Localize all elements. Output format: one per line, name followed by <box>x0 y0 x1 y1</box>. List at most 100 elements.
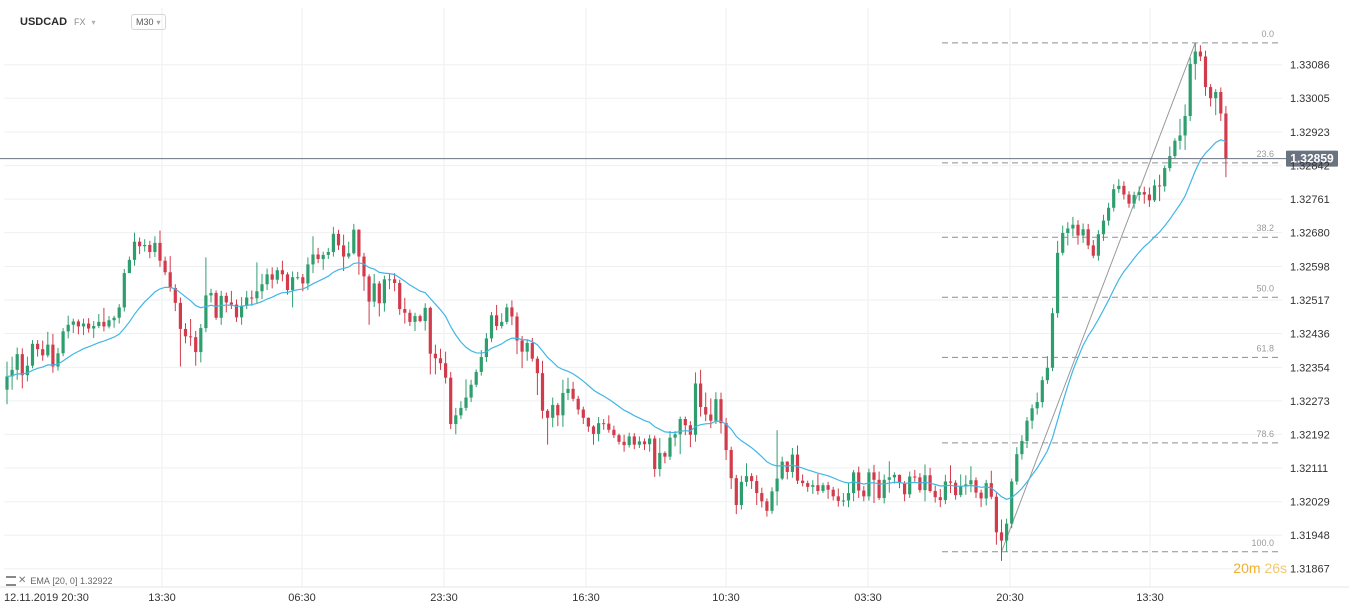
candle-body <box>428 307 432 354</box>
candle <box>474 369 478 388</box>
candle-body <box>535 358 539 374</box>
candle-body <box>546 410 550 418</box>
time-tick-label: 10:30 <box>712 592 740 604</box>
candle <box>739 475 743 510</box>
price-tick-label: 1.31867 <box>1290 564 1330 576</box>
candle <box>92 321 96 339</box>
candle-body <box>1132 194 1136 204</box>
symbol-label[interactable]: USDCAD <box>20 16 68 28</box>
candle-body <box>148 244 152 253</box>
indicator-label: EMA <box>30 575 50 586</box>
price-tick-label: 1.32029 <box>1290 497 1330 509</box>
candle <box>831 486 835 501</box>
candle-body <box>530 342 534 359</box>
market-selector[interactable]: FX ▾ <box>74 14 96 30</box>
candle-body <box>663 452 667 457</box>
candle <box>571 381 575 402</box>
candle <box>750 473 754 489</box>
candle <box>444 351 448 384</box>
candle-body <box>393 279 397 284</box>
candle <box>627 432 631 448</box>
candle <box>479 349 483 376</box>
candle-body <box>1056 252 1060 314</box>
candle-body <box>87 323 91 329</box>
candle <box>1219 87 1223 121</box>
candle-body <box>790 454 794 472</box>
current-price-label: 1.32859 <box>1290 152 1334 166</box>
price-axis[interactable]: 1.33086 1.33005 1.32923 1.32842 1.32761 1.326… <box>1290 60 1330 576</box>
candle <box>1025 416 1029 448</box>
candle <box>867 468 871 501</box>
candle-body <box>1112 189 1116 208</box>
candle <box>224 292 228 313</box>
candle <box>1117 179 1121 193</box>
candle-body <box>1152 185 1157 201</box>
candle <box>1224 106 1228 178</box>
time-tick-label: 13:30 <box>1136 592 1164 604</box>
candle <box>367 274 371 325</box>
candle <box>433 344 437 375</box>
price-tick-label: 1.32598 <box>1290 261 1330 273</box>
time-tick-label: 23:30 <box>430 592 458 604</box>
close-icon[interactable]: ✕ <box>18 575 27 586</box>
candle <box>316 247 320 264</box>
candle <box>342 234 346 272</box>
candle <box>178 297 182 367</box>
indicator-params: [20, 0] <box>52 575 78 586</box>
indicator-value: 1.32922 <box>79 575 113 586</box>
time-tick-label: 06:30 <box>288 592 316 604</box>
candle <box>642 438 647 451</box>
candle <box>811 480 815 494</box>
candle <box>423 303 427 331</box>
candle <box>138 237 142 255</box>
candle <box>1173 138 1177 159</box>
candle-body <box>275 270 279 280</box>
candle <box>469 379 473 403</box>
candle <box>30 340 35 369</box>
candle-body <box>1188 63 1192 116</box>
candle <box>194 330 198 366</box>
candle <box>41 340 45 361</box>
candle-body <box>260 284 264 292</box>
candle-body <box>729 450 733 479</box>
candle <box>438 348 443 370</box>
candle <box>489 311 494 343</box>
candle-body <box>795 454 800 481</box>
candle <box>418 314 422 323</box>
candle-body <box>846 493 851 501</box>
fib-trend-line <box>1001 42 1196 552</box>
candle-body <box>637 441 641 445</box>
price-tick-label: 1.32111 <box>1290 463 1328 475</box>
candle-body <box>872 472 876 480</box>
candle-body <box>862 490 866 497</box>
candle-body <box>775 478 779 492</box>
candle <box>1101 214 1106 241</box>
candle <box>163 256 167 276</box>
candle <box>352 223 356 255</box>
candle <box>999 519 1004 561</box>
candle-body <box>765 501 769 511</box>
candle-body <box>658 452 662 470</box>
indicator-settings-icon[interactable] <box>6 575 16 586</box>
candle <box>270 267 274 289</box>
candle <box>908 471 912 499</box>
candle-body <box>1183 115 1187 136</box>
candle <box>46 331 50 358</box>
candle <box>1178 118 1182 150</box>
candle <box>495 304 499 331</box>
candle-body <box>342 245 346 257</box>
candle-body <box>479 357 483 372</box>
candle-body <box>418 316 422 322</box>
candle <box>428 306 432 375</box>
candle <box>484 333 488 362</box>
timeframe-selector[interactable]: M30 ▾ <box>131 14 166 30</box>
candle-body <box>556 404 560 416</box>
candle <box>255 262 259 304</box>
candle-body <box>801 480 805 484</box>
candle <box>897 474 902 489</box>
time-axis[interactable]: 12.11.2019 20:30 13:30 06:30 23:30 16:30 10:3… <box>4 592 1164 604</box>
candle <box>872 464 876 503</box>
candle-body <box>291 277 295 291</box>
price-tick-label: 1.32354 <box>1290 362 1330 374</box>
